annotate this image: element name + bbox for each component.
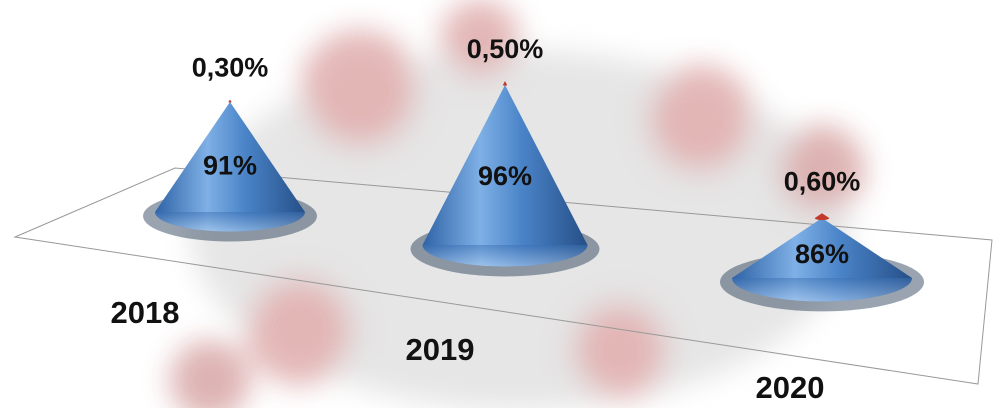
cone-base (732, 278, 912, 302)
cone-tip (814, 213, 830, 221)
value-label: 91% (203, 151, 257, 181)
category-label: 2019 (406, 332, 475, 367)
floor (13, 167, 993, 385)
cone-tip (502, 81, 508, 86)
cone-tip (228, 99, 232, 103)
value-label: 0,60% (784, 166, 861, 196)
cone-base (155, 212, 305, 232)
value-label: 96% (478, 161, 532, 191)
category-label: 2020 (756, 370, 825, 405)
cone (155, 102, 305, 232)
cone-base (422, 245, 588, 267)
value-label: 0,30% (192, 53, 269, 83)
cone (422, 85, 588, 267)
value-label: 86% (795, 239, 849, 269)
category-label: 2018 (111, 295, 180, 330)
value-label: 0,50% (467, 34, 544, 64)
